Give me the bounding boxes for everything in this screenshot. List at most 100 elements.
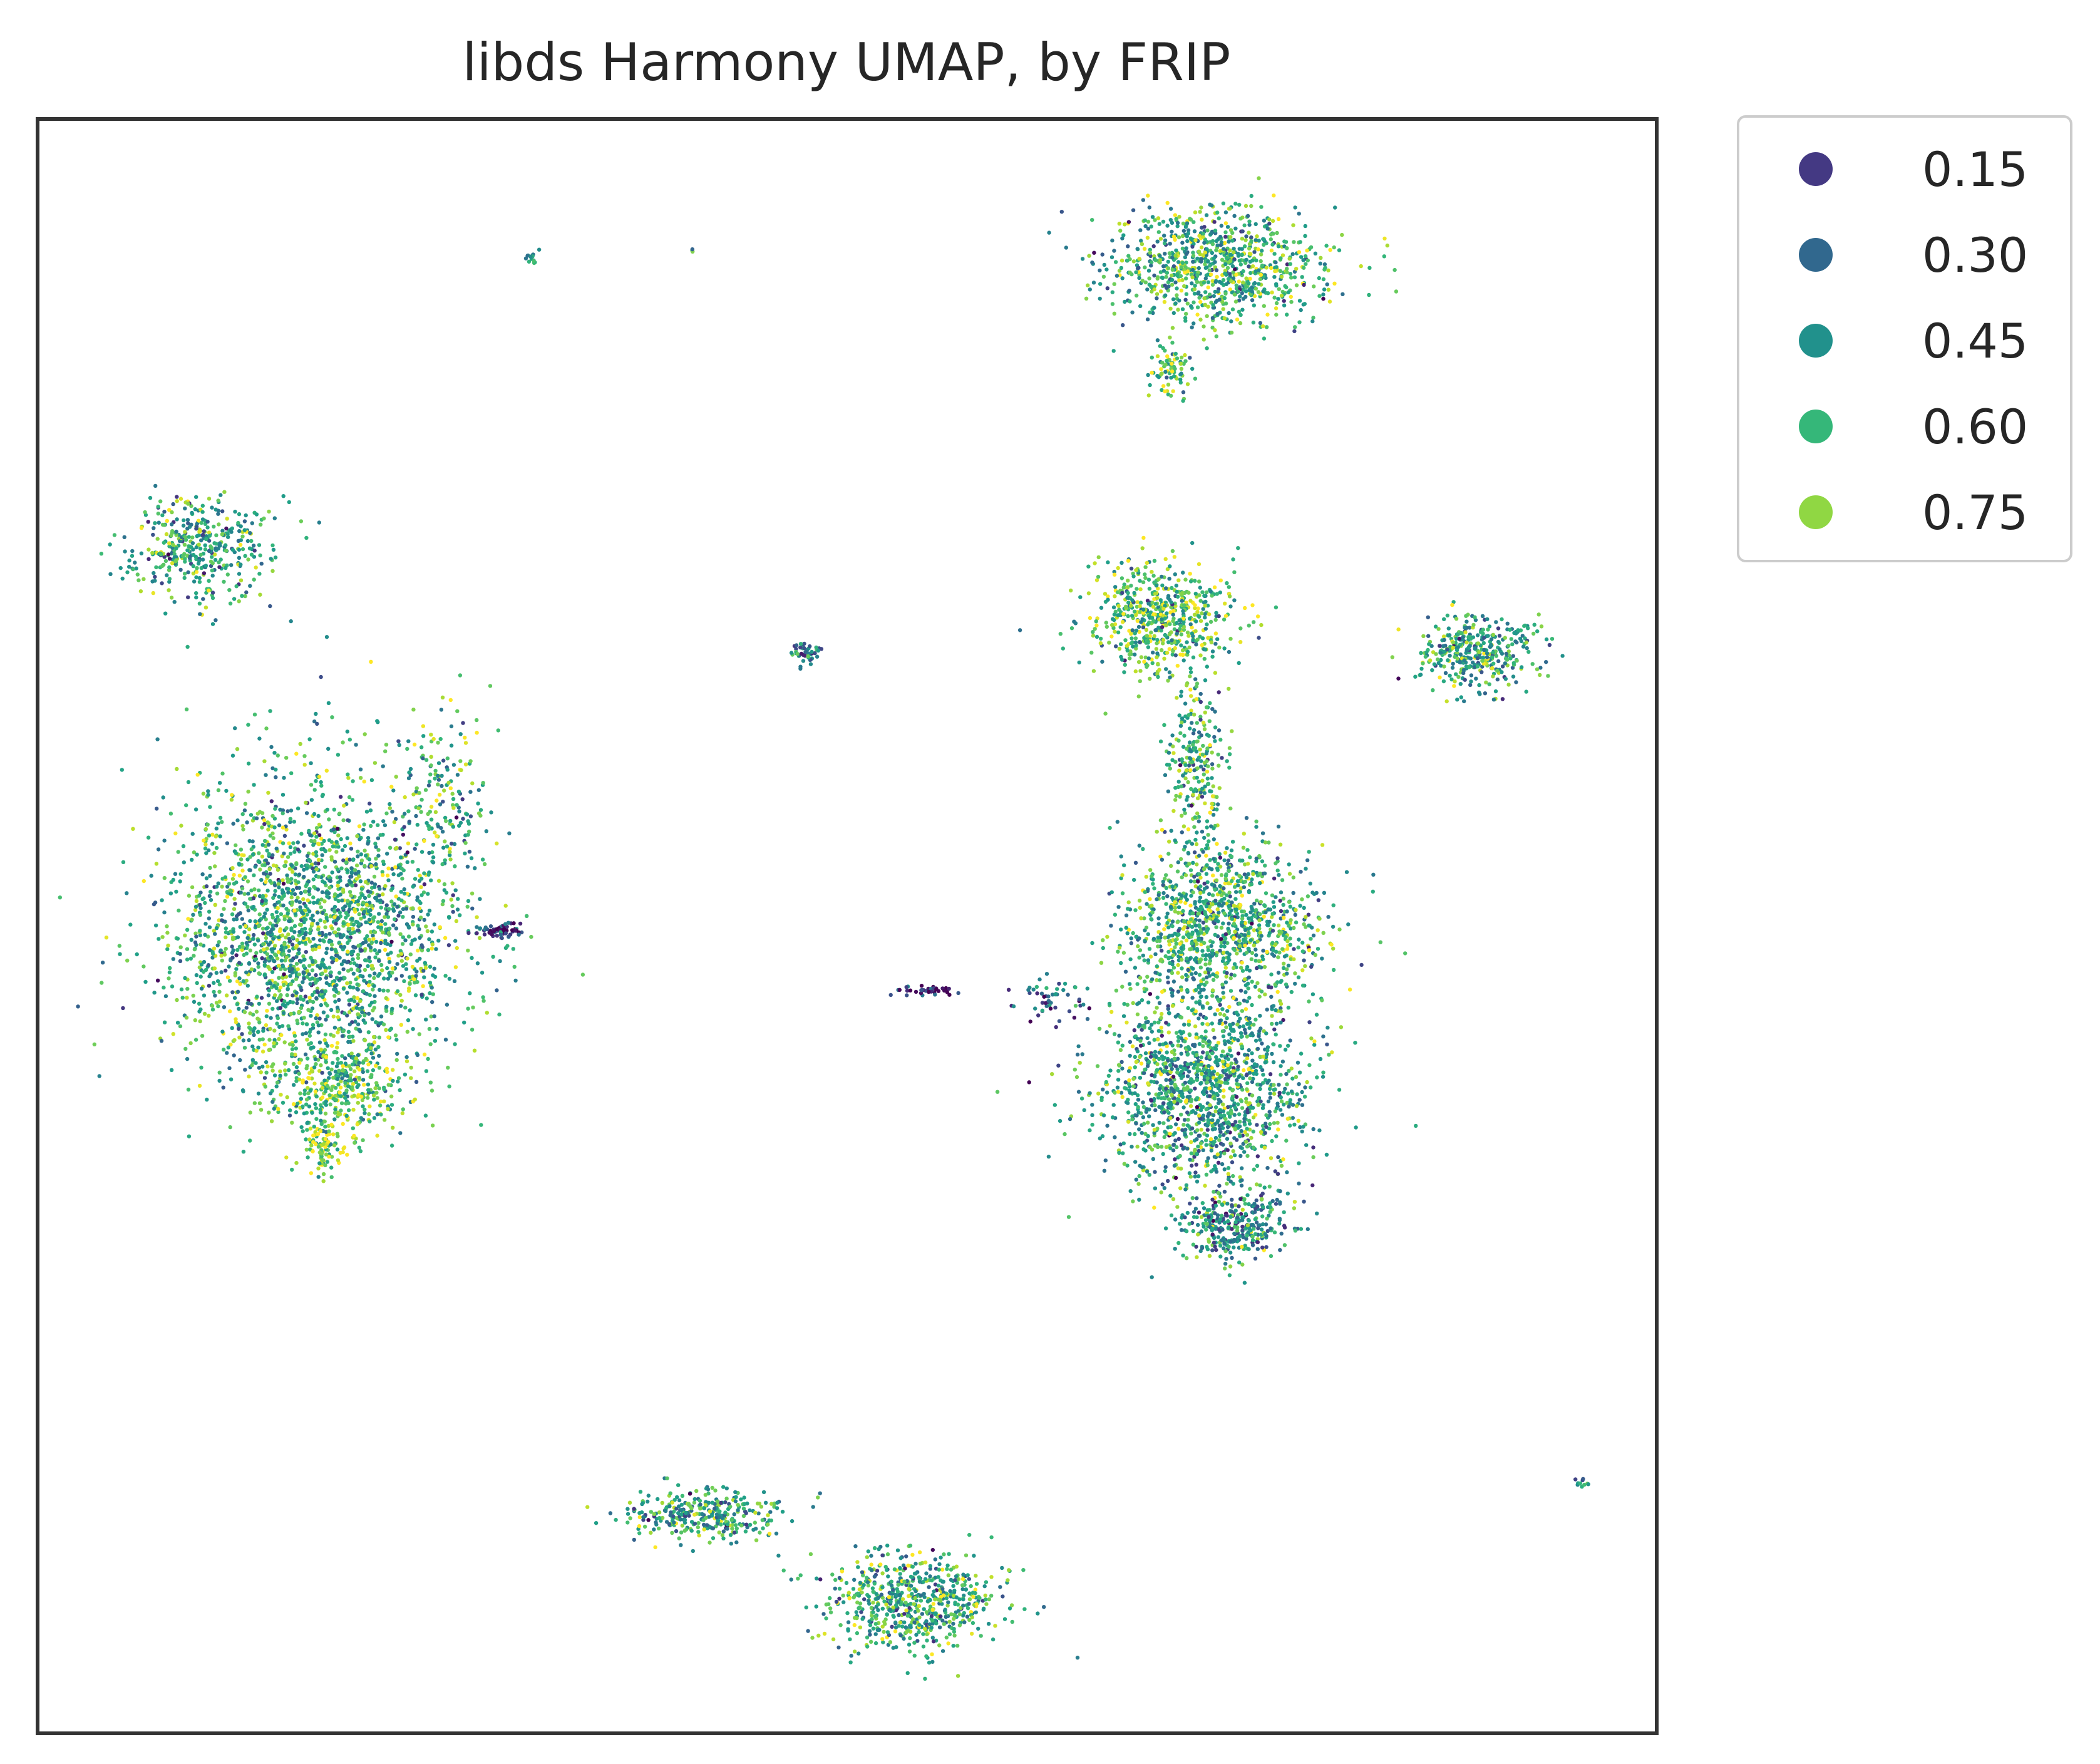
scatter-point [329, 970, 333, 974]
scatter-point [175, 499, 179, 503]
scatter-point [1171, 264, 1176, 269]
scatter-point [148, 495, 153, 500]
scatter-point [1285, 266, 1289, 271]
scatter-point [309, 956, 313, 960]
scatter-point [447, 976, 452, 981]
scatter-point [357, 1060, 361, 1065]
scatter-point [257, 1101, 262, 1106]
scatter-point [246, 557, 250, 562]
scatter-point [1282, 299, 1286, 303]
scatter-point [219, 954, 224, 958]
scatter-point [472, 1048, 477, 1053]
scatter-point [169, 534, 173, 538]
scatter-point [1171, 297, 1176, 302]
scatter-point [224, 549, 229, 553]
scatter-point [347, 890, 353, 894]
scatter-point [224, 946, 228, 951]
scatter-point [1274, 306, 1279, 311]
scatter-point [1042, 994, 1046, 999]
scatter-point [409, 1076, 413, 1080]
scatter-point [353, 1140, 357, 1145]
scatter-point [1205, 314, 1209, 318]
scatter-point [466, 948, 470, 953]
scatter-point [290, 900, 294, 905]
scatter-point [355, 982, 359, 987]
scatter-point [1178, 377, 1183, 382]
scatter-point [317, 842, 321, 847]
scatter-point [1178, 627, 1182, 631]
scatter-point [232, 907, 237, 911]
scatter-point [1180, 278, 1185, 282]
scatter-point [1240, 287, 1245, 292]
scatter-point [203, 564, 208, 568]
scatter-point [282, 1040, 287, 1044]
scatter-point [317, 775, 322, 779]
scatter-point [259, 878, 264, 882]
scatter-point [1151, 311, 1155, 316]
scatter-point [1207, 612, 1212, 617]
scatter-point [1119, 642, 1123, 646]
scatter-point [1183, 271, 1187, 275]
scatter-point [383, 947, 388, 952]
scatter-point [281, 825, 286, 830]
scatter-point [1302, 282, 1306, 287]
scatter-point [307, 1042, 311, 1046]
scatter-point [324, 1055, 329, 1060]
scatter-point [188, 1041, 193, 1046]
scatter-point [301, 1129, 305, 1133]
scatter-point [1229, 319, 1233, 324]
scatter-point [476, 811, 481, 816]
scatter-point [156, 504, 160, 509]
scatter-point [337, 1090, 342, 1095]
scatter-point [346, 1039, 351, 1044]
scatter-point [453, 888, 458, 892]
scatter-point [366, 1095, 370, 1100]
scatter-point [345, 836, 349, 840]
scatter-point [345, 991, 349, 995]
scatter-point [324, 768, 329, 773]
scatter-point [246, 790, 250, 794]
scatter-point [230, 937, 235, 942]
scatter-point [286, 855, 291, 859]
scatter-point [356, 854, 360, 859]
scatter-point [1212, 220, 1217, 224]
scatter-point [405, 956, 409, 961]
scatter-point [357, 1076, 361, 1080]
scatter-point [117, 944, 121, 948]
scatter-point [225, 572, 230, 577]
scatter-point [1089, 651, 1094, 655]
scatter-point [131, 827, 135, 831]
scatter-point [255, 812, 260, 816]
scatter-point [214, 834, 218, 838]
scatter-point [312, 788, 317, 792]
scatter-point [162, 1020, 167, 1024]
scatter-point [319, 1118, 323, 1123]
scatter-point [384, 1028, 388, 1033]
scatter-point [1131, 259, 1136, 264]
scatter-point [1247, 264, 1251, 269]
scatter-point [339, 1101, 344, 1106]
scatter-point [389, 939, 394, 944]
scatter-point [275, 906, 280, 910]
scatter-point [1252, 250, 1257, 254]
scatter-point [152, 526, 156, 530]
scatter-point [291, 1043, 295, 1048]
scatter-point [1125, 648, 1130, 653]
scatter-point [170, 522, 174, 527]
scatter-point [304, 800, 308, 805]
scatter-point [433, 776, 437, 781]
scatter-point [349, 949, 354, 954]
scatter-point [323, 925, 327, 930]
scatter-point [1249, 193, 1253, 199]
scatter-point [1161, 264, 1166, 269]
scatter-point [296, 806, 301, 811]
scatter-point [366, 983, 371, 988]
scatter-point [1323, 266, 1327, 270]
scatter-point [309, 1143, 314, 1148]
scatter-point [1238, 639, 1243, 644]
scatter-point [1142, 659, 1146, 664]
scatter-point [235, 1002, 240, 1007]
scatter-point [299, 832, 304, 836]
scatter-point [405, 850, 409, 855]
scatter-point [167, 541, 172, 545]
